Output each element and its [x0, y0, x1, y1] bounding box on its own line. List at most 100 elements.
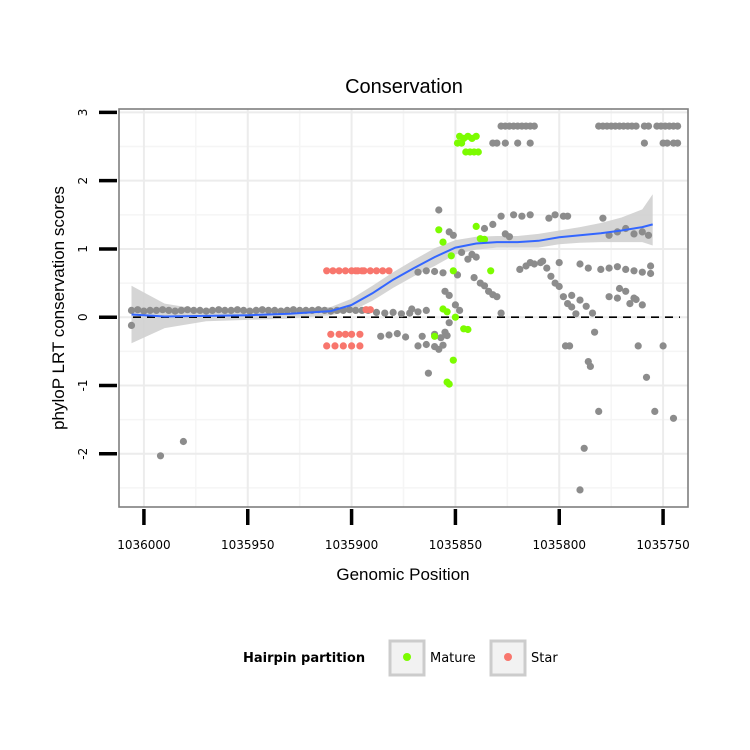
- point-other: [591, 328, 599, 336]
- point-other: [470, 274, 478, 282]
- point-other: [283, 306, 291, 314]
- point-other: [458, 248, 466, 256]
- point-other: [408, 305, 416, 313]
- point-other: [572, 310, 580, 318]
- point-other: [233, 306, 241, 314]
- point-star: [339, 342, 347, 350]
- point-other: [638, 268, 646, 276]
- point-mature: [449, 267, 457, 275]
- point-other: [674, 139, 682, 147]
- point-other: [647, 262, 655, 270]
- point-other: [183, 306, 192, 314]
- point-star: [341, 330, 349, 338]
- point-other: [613, 263, 622, 271]
- point-other: [227, 306, 235, 314]
- point-other: [464, 255, 472, 263]
- point-mature: [474, 148, 482, 156]
- x-tick-label: 1035950: [221, 538, 274, 552]
- point-other: [472, 253, 480, 261]
- point-other: [127, 306, 136, 314]
- point-star: [385, 267, 393, 275]
- point-other: [422, 306, 430, 314]
- point-mature: [445, 380, 453, 388]
- point-other: [595, 407, 603, 415]
- point-other: [171, 307, 179, 315]
- point-other: [435, 345, 443, 353]
- point-star: [358, 267, 366, 275]
- point-other: [514, 139, 522, 147]
- point-other: [165, 306, 173, 314]
- point-other: [559, 293, 568, 301]
- point-other: [240, 306, 248, 314]
- point-other: [246, 307, 254, 315]
- point-other: [632, 122, 640, 130]
- point-other: [497, 212, 505, 220]
- legend-label-mature: Mature: [430, 651, 476, 666]
- point-other: [221, 306, 229, 314]
- y-tick-label: 0: [76, 313, 90, 321]
- point-other: [449, 231, 457, 239]
- point-other: [634, 342, 642, 350]
- point-other: [451, 301, 459, 309]
- legend-title: Hairpin partition: [243, 651, 365, 666]
- point-other: [501, 139, 509, 147]
- point-star: [348, 342, 356, 350]
- point-other: [264, 306, 273, 314]
- point-mature: [472, 222, 480, 230]
- point-star: [372, 267, 381, 275]
- point-other: [651, 407, 659, 415]
- point-other: [252, 306, 260, 314]
- legend-dot-mature: [403, 653, 411, 661]
- y-tick-label: -1: [76, 379, 90, 391]
- point-other: [372, 308, 381, 316]
- point-other: [613, 294, 622, 302]
- point-other: [402, 333, 410, 341]
- point-star: [366, 267, 374, 275]
- point-other: [127, 321, 136, 329]
- point-other: [345, 306, 354, 314]
- point-other: [439, 269, 447, 277]
- point-other: [526, 139, 534, 147]
- point-other: [418, 332, 426, 340]
- point-other: [638, 228, 646, 236]
- point-other: [530, 122, 538, 130]
- point-star: [356, 330, 364, 338]
- point-star: [348, 330, 356, 338]
- smooth-line: [131, 223, 653, 318]
- point-other: [389, 308, 397, 316]
- point-other: [518, 212, 526, 220]
- x-tick-label: 1035800: [533, 538, 586, 552]
- point-other: [588, 309, 597, 317]
- y-tick-label: 2: [76, 177, 90, 185]
- y-tick-label: 3: [76, 109, 90, 117]
- point-other: [422, 340, 430, 349]
- point-other: [424, 369, 432, 377]
- point-other: [441, 328, 449, 336]
- point-other: [509, 211, 518, 219]
- point-other: [644, 231, 653, 239]
- point-mature: [451, 313, 459, 321]
- x-tick-label: 1035900: [325, 538, 378, 552]
- point-other: [445, 291, 453, 299]
- point-other: [566, 342, 574, 350]
- point-other: [551, 211, 559, 219]
- point-other: [584, 264, 592, 272]
- point-other: [630, 267, 638, 275]
- point-other: [642, 373, 651, 381]
- point-other: [422, 267, 430, 275]
- scatter-points-layer: [127, 122, 682, 494]
- point-other: [526, 211, 534, 219]
- point-other: [156, 452, 165, 460]
- point-mature: [458, 139, 466, 147]
- point-other: [493, 139, 501, 147]
- point-other: [456, 306, 464, 314]
- point-other: [622, 265, 630, 273]
- point-other: [647, 269, 655, 278]
- point-other: [277, 307, 285, 315]
- point-other: [605, 231, 613, 239]
- point-other: [568, 291, 576, 299]
- point-other: [622, 287, 630, 295]
- point-other: [435, 206, 443, 214]
- point-mature: [443, 308, 451, 316]
